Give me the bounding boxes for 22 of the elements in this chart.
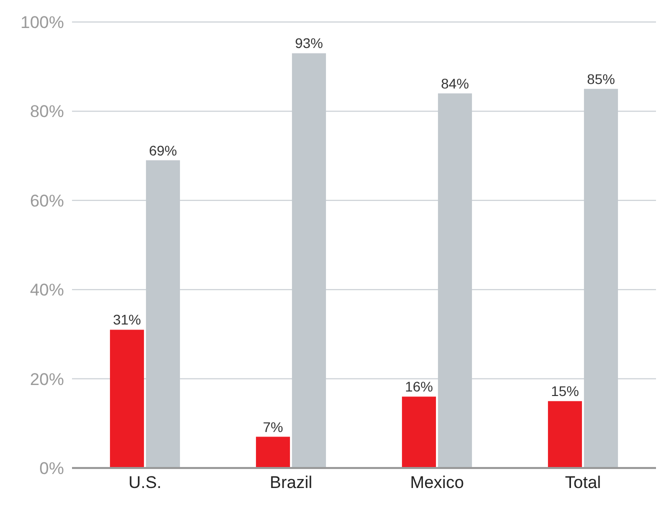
- y-tick-label: 100%: [20, 13, 64, 32]
- data-label: 93%: [294, 35, 323, 52]
- data-label: 31%: [112, 312, 141, 328]
- y-tick-label: 60%: [30, 191, 64, 210]
- x-tick-label: U.S.: [128, 473, 162, 492]
- data-label: 69%: [148, 142, 177, 158]
- y-tick-label: 20%: [30, 370, 64, 389]
- x-tick-label: Total: [565, 473, 601, 492]
- bar: [402, 396, 436, 468]
- data-label: 85%: [586, 70, 615, 87]
- y-tick-label: 40%: [30, 280, 64, 300]
- y-tick-label: 80%: [30, 102, 64, 122]
- data-label: 84%: [440, 75, 469, 92]
- bar: [110, 330, 144, 468]
- bar: [548, 401, 582, 468]
- x-tick-label: Brazil: [270, 473, 312, 492]
- data-label: 15%: [550, 383, 579, 400]
- bar: [256, 436, 290, 468]
- data-label: 16%: [404, 378, 433, 395]
- y-tick-label: 0%: [39, 459, 64, 478]
- x-tick-label: Mexico: [410, 473, 464, 492]
- data-label: 7%: [262, 418, 284, 435]
